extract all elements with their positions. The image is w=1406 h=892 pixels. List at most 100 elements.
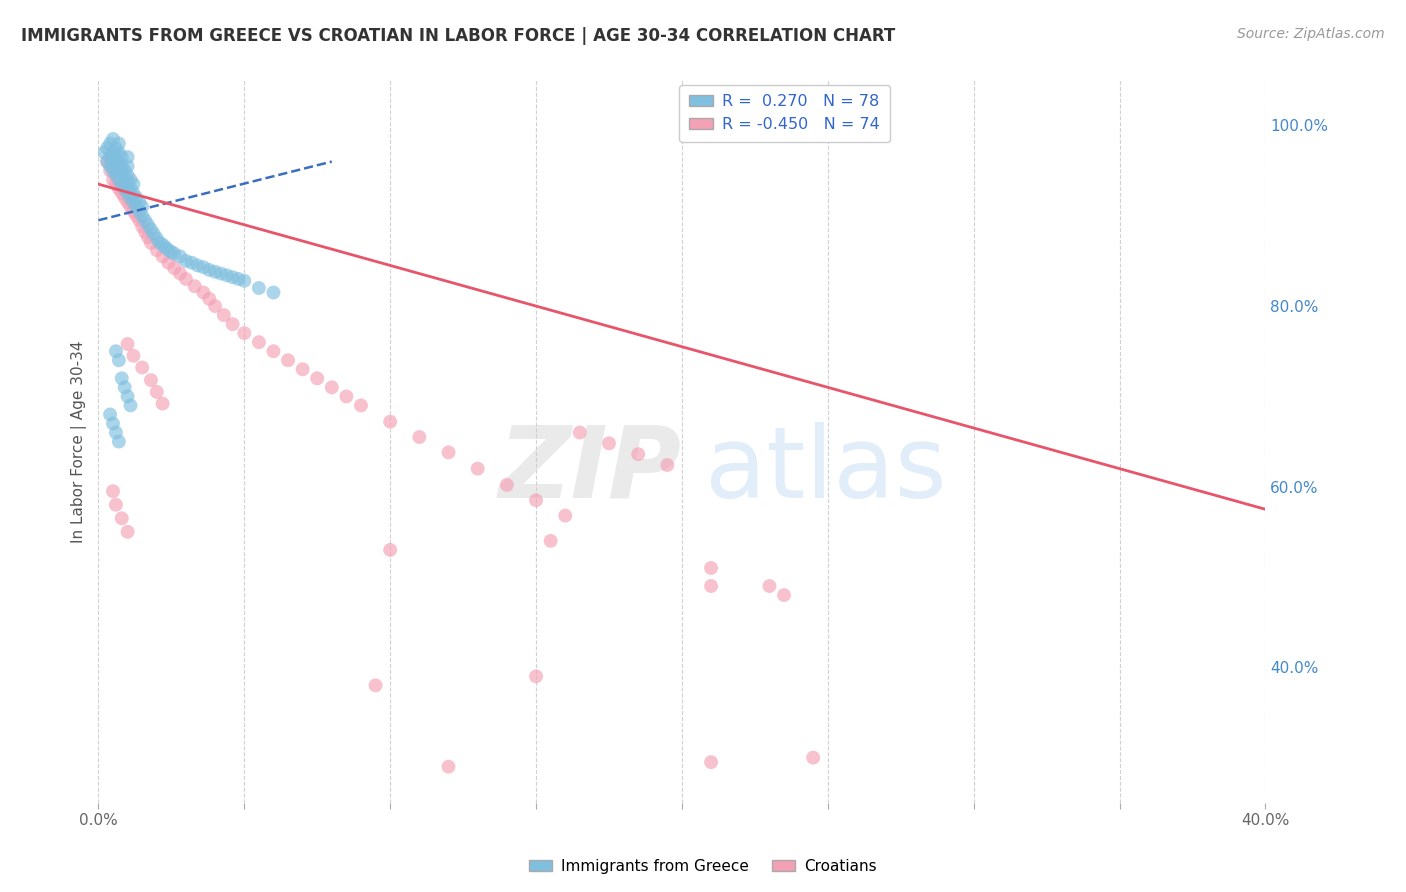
Point [117,186,139,201]
Point [108,145,131,160]
Point [108,353,131,368]
Point [122,186,145,201]
Point [198,263,221,277]
Point [221,270,243,285]
Point [350,398,373,412]
Point [101,484,124,499]
Point [174,272,197,286]
Point [380,542,402,557]
Point [104,150,127,164]
Point [262,285,284,300]
Point [104,168,127,182]
Text: ZIP: ZIP [499,422,682,519]
Point [209,267,232,281]
Point [146,384,169,399]
Point [111,371,134,385]
Point [198,292,221,306]
Point [187,259,209,273]
Point [554,508,576,523]
Point [108,159,131,173]
Point [111,159,134,173]
Point [524,493,547,508]
Point [155,240,177,254]
Point [169,249,191,263]
Point [467,461,489,475]
Point [120,181,142,195]
Point [247,281,270,295]
Point [215,268,238,283]
Point [598,436,620,450]
Point [125,191,148,205]
Point [111,177,134,191]
Point [111,168,134,182]
Point [193,285,215,300]
Point [183,279,205,293]
Point [104,168,127,182]
Point [540,533,562,548]
Point [101,159,124,173]
Point [120,172,142,186]
Point [120,200,142,214]
Point [134,213,156,227]
Point [163,261,186,276]
Point [117,524,139,539]
Point [142,227,165,241]
Point [108,181,131,195]
Point [111,165,134,179]
Point [117,159,139,173]
Point [114,172,136,186]
Point [131,219,153,234]
Point [101,145,124,160]
Point [277,353,299,368]
Point [122,195,145,210]
Point [291,362,314,376]
Point [627,447,650,461]
Point [700,561,723,575]
Point [146,243,169,257]
Point [174,254,197,268]
Point [408,430,430,444]
Point [117,177,139,191]
Point [117,195,139,210]
Point [104,159,127,173]
Point [101,163,124,178]
Point [125,209,148,223]
Point [96,154,118,169]
Legend: Immigrants from Greece, Croatians: Immigrants from Greece, Croatians [523,853,883,880]
Point [169,267,191,281]
Point [101,154,124,169]
Point [117,389,139,403]
Point [120,191,142,205]
Point [131,360,153,375]
Point [98,136,121,151]
Point [139,222,162,236]
Point [108,172,131,186]
Point [96,154,118,169]
Point [111,511,134,525]
Point [212,308,235,322]
Point [134,225,156,239]
Point [108,172,131,186]
Point [262,344,284,359]
Point [149,235,172,250]
Point [233,274,256,288]
Point [101,132,124,146]
Point [93,145,115,160]
Point [152,396,174,410]
Point [122,204,145,219]
Point [657,458,679,472]
Point [114,380,136,394]
Point [773,588,796,602]
Point [104,154,127,169]
Point [228,272,250,286]
Point [114,181,136,195]
Point [437,445,460,459]
Point [104,344,127,359]
Point [128,213,150,227]
Point [117,150,139,164]
Point [437,760,460,774]
Point [104,177,127,191]
Point [146,231,169,245]
Point [108,434,131,449]
Point [98,150,121,164]
